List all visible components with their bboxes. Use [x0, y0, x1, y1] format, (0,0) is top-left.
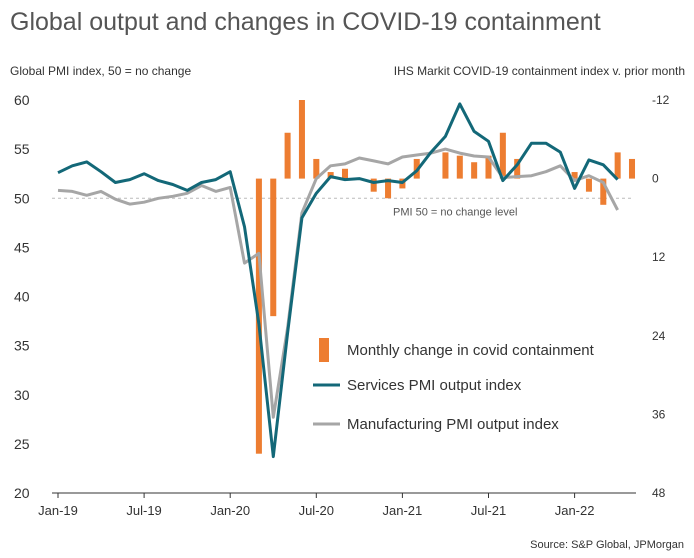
bar	[628, 158, 636, 179]
bar	[571, 172, 578, 179]
right-tick-label: 36	[652, 407, 666, 421]
legend-swatch-bars	[319, 338, 329, 362]
bar	[284, 132, 291, 179]
bar	[385, 178, 392, 199]
chart-title: Global output and changes in COVID-19 co…	[10, 8, 601, 36]
left-axis-title: Global PMI index, 50 = no change	[10, 64, 191, 78]
bar	[313, 158, 320, 179]
right-tick-label: 48	[652, 486, 666, 500]
bar	[298, 100, 305, 179]
x-axis-ticks: Jan-19 Jul-19 Jan-20 Jul-20 Jan-21 Jul-21 Jan-…	[38, 493, 594, 518]
x-tick-label: Jan-21	[383, 503, 423, 518]
bar	[456, 155, 463, 179]
legend-label: Monthly change in covid containment	[347, 342, 595, 359]
bar	[514, 158, 521, 179]
line-services-pmi	[57, 102, 619, 459]
bar	[270, 178, 277, 317]
left-tick-label: 25	[14, 436, 30, 452]
line-manufacturing-pmi	[57, 147, 619, 419]
x-tick-label: Jan-22	[555, 503, 595, 518]
x-tick-label: Jul-21	[471, 503, 506, 518]
left-tick-label: 30	[14, 387, 30, 403]
legend: Monthly change in covid containment Servi…	[313, 338, 595, 433]
x-tick-label: Jul-20	[299, 503, 334, 518]
bar-series-containment	[255, 100, 636, 454]
bar	[614, 152, 621, 179]
x-tick-label: Jul-19	[126, 503, 161, 518]
bar	[585, 178, 592, 192]
left-tick-label: 35	[14, 338, 30, 354]
right-axis-ticks: -12 0 12 24 36 48	[652, 93, 670, 500]
x-tick-label: Jan-19	[38, 503, 78, 518]
reference-label: PMI 50 = no change level	[393, 206, 517, 218]
right-tick-label: 12	[652, 250, 666, 264]
left-axis-ticks: 20 25 30 35 40 45 50 55 60	[14, 92, 30, 501]
left-tick-label: 55	[14, 141, 30, 157]
left-tick-label: 40	[14, 289, 30, 305]
bar	[471, 162, 478, 179]
bar	[370, 178, 377, 192]
legend-label: Manufacturing PMI output index	[347, 416, 559, 433]
bar	[442, 152, 449, 179]
right-tick-label: -12	[652, 93, 670, 107]
left-tick-label: 50	[14, 190, 30, 206]
x-tick-label: Jan-20	[210, 503, 250, 518]
left-tick-label: 60	[14, 92, 30, 108]
left-tick-label: 20	[14, 485, 30, 501]
left-tick-label: 45	[14, 239, 30, 255]
bar	[600, 178, 607, 205]
bar	[485, 155, 492, 179]
bar	[499, 132, 506, 179]
legend-label: Services PMI output index	[347, 377, 522, 394]
right-axis-title: IHS Markit COVID-19 containment index v.…	[394, 64, 685, 78]
right-tick-label: 24	[652, 329, 666, 343]
right-tick-label: 0	[652, 172, 659, 186]
source-note: Source: S&P Global, JPMorgan	[530, 539, 684, 551]
bar	[341, 168, 349, 179]
